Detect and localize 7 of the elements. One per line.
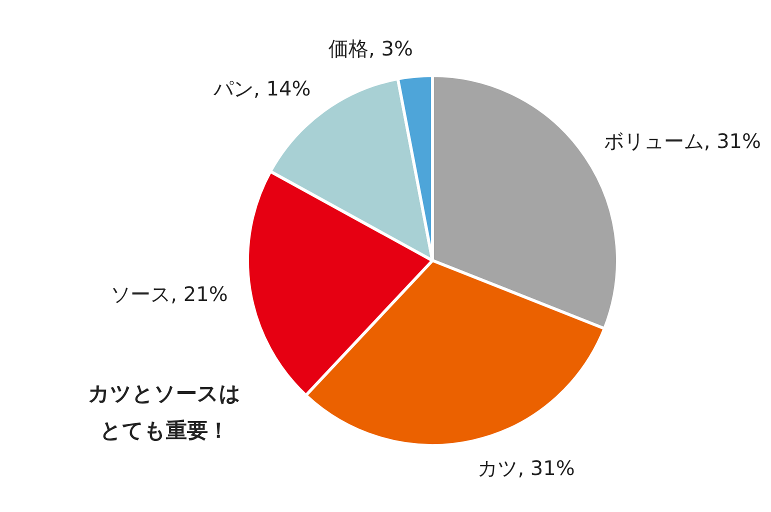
slice-label: 価格, 3% (328, 36, 414, 61)
text: カツとソースは (88, 382, 241, 406)
slice-label: ボリューム, 31% (604, 128, 762, 153)
text: とても重要！ (100, 418, 229, 443)
slice-label: パン, 14% (212, 76, 311, 100)
slice-label: ソース, 21% (110, 282, 228, 306)
slice-label: カツ, 31% (478, 456, 575, 480)
